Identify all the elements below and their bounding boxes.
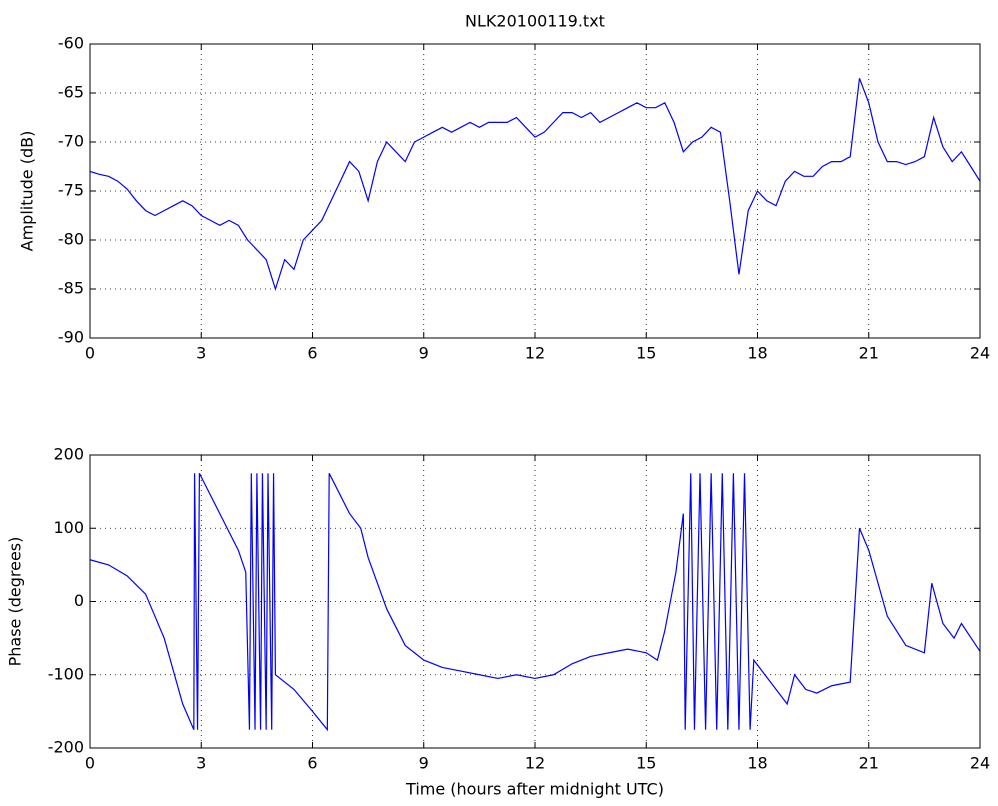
- x-tick-label: 21: [859, 754, 879, 773]
- x-tick-label: 24: [970, 754, 990, 773]
- plot-frame: [89, 43, 981, 339]
- y-tick-label: -70: [58, 132, 84, 151]
- x-tick-label: 12: [525, 344, 545, 363]
- chart-title: NLK20100119.txt: [465, 12, 605, 31]
- y-tick-label: -90: [58, 328, 84, 347]
- y-tick-label: -80: [58, 230, 84, 249]
- x-tick-label: 3: [196, 754, 206, 773]
- data-line: [89, 473, 981, 732]
- data-line: [89, 78, 981, 291]
- y-tick-label: -85: [58, 279, 84, 298]
- y-tick-label: -75: [58, 181, 84, 200]
- x-tick-label: 24: [970, 344, 990, 363]
- y-tick-label: -65: [58, 83, 84, 102]
- y-tick-label: 100: [53, 518, 84, 537]
- x-tick-label: 0: [85, 754, 95, 773]
- x-tick-label: 0: [85, 344, 95, 363]
- x-tick-label: 3: [196, 344, 206, 363]
- x-tick-label: 12: [525, 754, 545, 773]
- y-tick-label: -60: [58, 34, 84, 53]
- y-tick-label: -100: [48, 664, 84, 683]
- x-axis-label: Time (hours after midnight UTC): [405, 780, 664, 799]
- y-tick-label: 200: [53, 445, 84, 464]
- y-tick-label: 0: [74, 591, 84, 610]
- y-tick-label: -200: [48, 738, 84, 757]
- x-tick-label: 15: [636, 344, 656, 363]
- x-tick-label: 6: [307, 344, 317, 363]
- y-axis-label: Amplitude (dB): [18, 131, 37, 252]
- x-tick-label: 18: [747, 344, 767, 363]
- x-tick-label: 18: [747, 754, 767, 773]
- x-tick-label: 6: [307, 754, 317, 773]
- x-tick-label: 15: [636, 754, 656, 773]
- x-tick-label: 9: [419, 754, 429, 773]
- x-tick-label: 21: [859, 344, 879, 363]
- y-axis-label: Phase (degrees): [6, 537, 25, 667]
- plot-frame: [89, 454, 981, 749]
- x-tick-label: 9: [419, 344, 429, 363]
